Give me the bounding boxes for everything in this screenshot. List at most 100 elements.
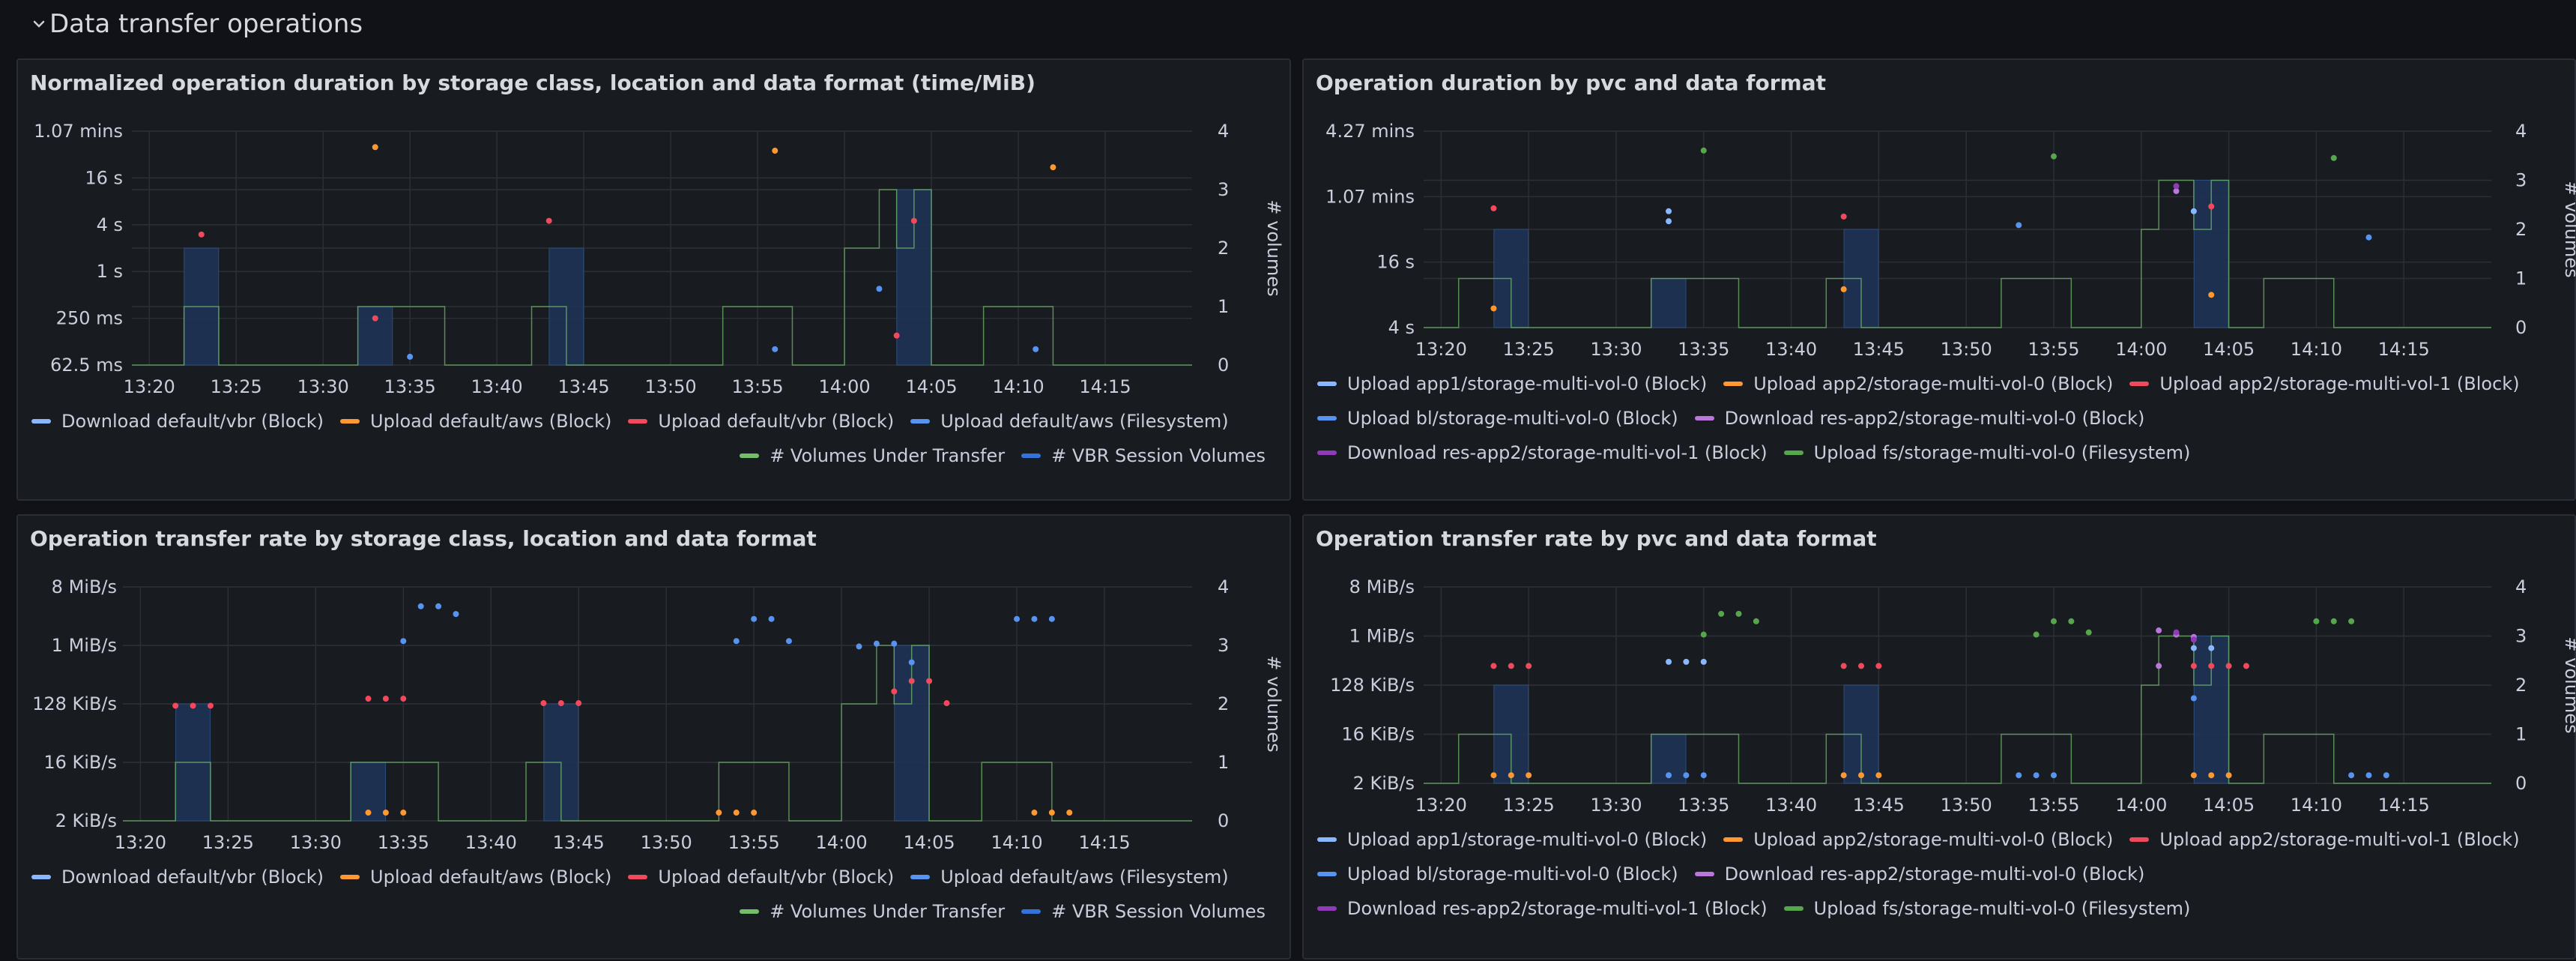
data-point[interactable] (891, 640, 898, 647)
data-point[interactable] (2330, 154, 2337, 161)
legend-item[interactable]: Download res-app2/storage-multi-vol-1 (B… (1317, 442, 1768, 463)
data-point[interactable] (2243, 663, 2249, 669)
data-point[interactable] (400, 810, 407, 816)
data-point[interactable] (1875, 772, 1882, 779)
legend-item[interactable]: Upload default/aws (Block) (340, 867, 611, 888)
data-point[interactable] (372, 315, 378, 322)
data-point[interactable] (733, 638, 740, 645)
data-point[interactable] (2050, 153, 2057, 160)
data-point[interactable] (1031, 810, 1038, 816)
legend-item[interactable]: Upload default/aws (Filesystem) (910, 867, 1229, 888)
data-point[interactable] (856, 643, 862, 650)
panel-transfer-rate-by-storage[interactable]: Operation transfer rate by storage class… (16, 514, 1291, 960)
data-point[interactable] (716, 810, 722, 816)
legend-item[interactable]: Upload app1/storage-multi-vol-0 (Block) (1317, 373, 1707, 394)
data-point[interactable] (2156, 627, 2162, 634)
data-point[interactable] (1666, 772, 1672, 779)
data-point[interactable] (1666, 218, 1672, 225)
data-point[interactable] (2348, 618, 2355, 624)
legend-item[interactable]: Upload default/vbr (Block) (628, 411, 894, 432)
legend-item[interactable]: Upload app2/storage-multi-vol-1 (Block) (2129, 829, 2520, 850)
data-point[interactable] (891, 688, 898, 695)
data-point[interactable] (908, 659, 915, 666)
legend-item[interactable]: Upload fs/storage-multi-vol-0 (Filesyste… (1783, 898, 2190, 919)
data-point[interactable] (893, 332, 900, 339)
data-point[interactable] (1048, 615, 1055, 622)
legend-item[interactable]: Upload app2/storage-multi-vol-1 (Block) (2129, 373, 2520, 394)
legend-item[interactable]: Upload fs/storage-multi-vol-0 (Filesyste… (1783, 442, 2190, 463)
data-point[interactable] (1840, 286, 1847, 292)
data-point[interactable] (2225, 772, 2232, 779)
panel-duration-by-pvc[interactable]: Operation duration by pvc and data forma… (1302, 58, 2576, 501)
data-point[interactable] (2208, 663, 2215, 669)
data-point[interactable] (2016, 222, 2022, 229)
data-point[interactable] (1858, 663, 1865, 669)
data-point[interactable] (1066, 810, 1073, 816)
data-point[interactable] (908, 678, 915, 684)
data-point[interactable] (1753, 618, 1759, 624)
data-point[interactable] (2330, 618, 2337, 624)
legend-item[interactable]: Download default/vbr (Block) (31, 411, 324, 432)
data-point[interactable] (365, 810, 372, 816)
data-point[interactable] (751, 615, 758, 622)
data-point[interactable] (2016, 772, 2022, 779)
data-point[interactable] (2190, 636, 2197, 643)
data-point[interactable] (1840, 213, 1847, 220)
panel-transfer-rate-by-pvc[interactable]: Operation transfer rate by pvc and data … (1302, 514, 2576, 960)
data-point[interactable] (1735, 610, 1742, 617)
data-point[interactable] (1858, 772, 1865, 779)
legend-item[interactable]: Upload bl/storage-multi-vol-0 (Block) (1317, 864, 1678, 885)
data-point[interactable] (1508, 663, 1514, 669)
data-point[interactable] (1490, 772, 1497, 779)
data-point[interactable] (1700, 631, 1707, 638)
data-point[interactable] (2208, 772, 2215, 779)
data-point[interactable] (785, 638, 792, 645)
data-point[interactable] (2156, 663, 2162, 669)
data-point[interactable] (1683, 772, 1690, 779)
data-point[interactable] (2190, 695, 2197, 702)
data-point[interactable] (1508, 772, 1514, 779)
data-point[interactable] (1840, 663, 1847, 669)
data-point[interactable] (545, 217, 552, 224)
data-point[interactable] (1526, 663, 1532, 669)
data-point[interactable] (2173, 187, 2180, 194)
data-point[interactable] (2313, 618, 2320, 624)
data-point[interactable] (198, 231, 205, 238)
legend-item[interactable]: Upload default/aws (Block) (340, 411, 611, 432)
data-point[interactable] (2365, 234, 2372, 241)
legend-item[interactable]: Upload app1/storage-multi-vol-0 (Block) (1317, 829, 1707, 850)
legend-item[interactable]: # VBR Session Volumes (1021, 901, 1266, 922)
data-point[interactable] (1840, 772, 1847, 779)
data-point[interactable] (1032, 346, 1039, 352)
data-point[interactable] (2208, 292, 2215, 298)
data-point[interactable] (2190, 208, 2197, 214)
data-point[interactable] (1490, 305, 1497, 312)
data-point[interactable] (557, 700, 564, 707)
data-point[interactable] (768, 615, 775, 622)
data-point[interactable] (2068, 618, 2075, 624)
data-point[interactable] (2365, 772, 2372, 779)
data-point[interactable] (172, 702, 179, 709)
data-point[interactable] (873, 640, 880, 647)
legend-item[interactable]: Download res-app2/storage-multi-vol-0 (B… (1694, 408, 2144, 429)
data-point[interactable] (910, 217, 917, 224)
data-point[interactable] (2173, 183, 2180, 190)
legend-item[interactable]: Upload default/aws (Filesystem) (910, 411, 1229, 432)
data-point[interactable] (2208, 203, 2215, 210)
data-point[interactable] (1490, 663, 1497, 669)
legend-item[interactable]: Download default/vbr (Block) (31, 867, 324, 888)
data-point[interactable] (2190, 772, 2197, 779)
data-point[interactable] (2050, 772, 2057, 779)
data-point[interactable] (365, 696, 372, 702)
data-point[interactable] (540, 700, 547, 707)
data-point[interactable] (1490, 205, 1497, 211)
data-point[interactable] (2173, 629, 2180, 636)
data-point[interactable] (943, 700, 950, 707)
data-point[interactable] (190, 702, 196, 709)
data-point[interactable] (453, 611, 459, 618)
data-point[interactable] (407, 353, 414, 360)
data-point[interactable] (2050, 618, 2057, 624)
data-point[interactable] (382, 810, 389, 816)
data-point[interactable] (1050, 164, 1056, 171)
data-point[interactable] (2190, 645, 2197, 651)
